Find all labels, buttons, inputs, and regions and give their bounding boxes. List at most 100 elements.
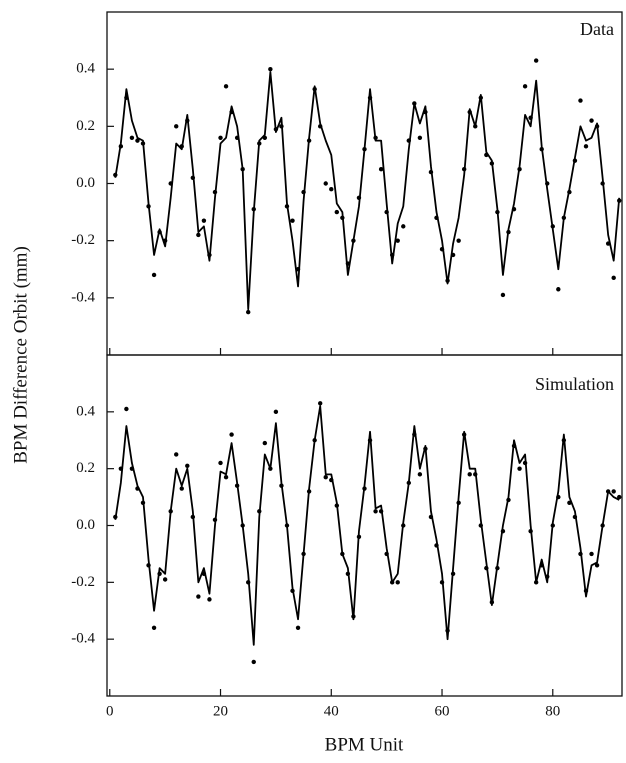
- data-point: [583, 588, 589, 594]
- data-point: [500, 292, 506, 298]
- data-point: [340, 551, 345, 557]
- data-point: [323, 181, 328, 186]
- data-point: [583, 144, 589, 149]
- data-point: [539, 563, 544, 568]
- data-point: [218, 135, 223, 140]
- data-point: [334, 209, 340, 215]
- y-tick-label: 0.2: [76, 118, 95, 134]
- data-point: [473, 124, 478, 129]
- x-tick-label: 0: [106, 703, 114, 719]
- x-tick-label: 20: [213, 703, 228, 719]
- data-point: [345, 261, 351, 266]
- data-point: [246, 580, 251, 585]
- data-point: [578, 551, 583, 557]
- data-point: [196, 232, 201, 238]
- data-point: [201, 571, 207, 577]
- data-point: [251, 207, 256, 212]
- data-point: [406, 138, 412, 143]
- data-point: [168, 181, 173, 186]
- data-point: [162, 577, 168, 582]
- data-point: [445, 628, 450, 633]
- data-point: [567, 500, 572, 505]
- data-point: [223, 474, 229, 480]
- data-point: [522, 460, 528, 466]
- data-point: [489, 600, 495, 605]
- data-point: [118, 144, 124, 149]
- data-point: [240, 523, 245, 528]
- data-point: [257, 141, 262, 146]
- data-point: [434, 543, 439, 548]
- data-point: [522, 84, 528, 89]
- data-point: [533, 580, 539, 585]
- data-point: [389, 580, 395, 585]
- data-point: [450, 252, 456, 258]
- data-point: [533, 58, 539, 63]
- data-point: [484, 565, 489, 571]
- y-tick-label: 0.4: [76, 403, 95, 419]
- data-point: [605, 489, 611, 494]
- data-point: [600, 181, 605, 186]
- data-point: [373, 509, 378, 514]
- data-point: [362, 486, 367, 491]
- data-point: [190, 514, 196, 520]
- data-point: [594, 124, 600, 129]
- plot-frame: [106, 11, 623, 356]
- data-point: [273, 409, 279, 415]
- data-point: [246, 309, 251, 315]
- plot-frame: [106, 354, 623, 697]
- data-point: [572, 514, 578, 520]
- data-point: [423, 109, 428, 115]
- data-point: [135, 138, 140, 143]
- annotation: Simulation: [535, 374, 614, 394]
- data-point: [168, 509, 173, 514]
- data-point: [456, 500, 461, 505]
- data-point: [212, 189, 218, 195]
- data-point: [456, 238, 461, 243]
- data-point: [185, 463, 190, 469]
- data-point: [423, 446, 428, 451]
- data-point: [511, 443, 517, 449]
- data-point: [207, 597, 212, 602]
- data-point: [356, 195, 362, 200]
- annotation: Data: [580, 19, 614, 39]
- data-point: [190, 175, 196, 180]
- data-point: [229, 432, 234, 437]
- data-point: [229, 109, 234, 115]
- data-point: [489, 161, 495, 166]
- y-tick-label: -0.4: [71, 289, 95, 305]
- data-point: [378, 167, 384, 172]
- data-point: [550, 224, 555, 229]
- data-point: [157, 571, 162, 577]
- y-axis-label: BPM Difference Orbit (mm): [10, 246, 31, 464]
- data-point: [478, 523, 483, 528]
- data-point: [124, 95, 129, 100]
- data-point: [528, 528, 533, 534]
- data-point: [223, 84, 229, 89]
- data-point: [395, 238, 400, 243]
- data-point: [484, 152, 489, 158]
- data-point: [417, 472, 423, 477]
- data-point: [412, 101, 417, 106]
- data-point: [312, 438, 317, 443]
- data-point: [506, 229, 511, 235]
- data-point: [617, 198, 622, 203]
- data-point: [234, 483, 240, 488]
- data-point: [356, 534, 362, 540]
- data-point: [295, 267, 301, 272]
- data-point: [207, 252, 212, 258]
- data-point: [567, 189, 572, 195]
- data-point: [218, 460, 223, 466]
- data-point: [146, 204, 151, 209]
- data-point: [611, 489, 616, 494]
- data-point: [284, 523, 290, 528]
- data-point: [572, 158, 578, 163]
- data-point: [201, 218, 207, 223]
- data-point: [351, 614, 356, 619]
- data-point: [517, 466, 522, 471]
- data-point: [151, 625, 157, 630]
- data-point: [594, 563, 600, 568]
- data-point: [351, 238, 356, 243]
- data-point: [389, 252, 395, 258]
- data-point: [600, 523, 605, 528]
- data-point: [434, 215, 439, 220]
